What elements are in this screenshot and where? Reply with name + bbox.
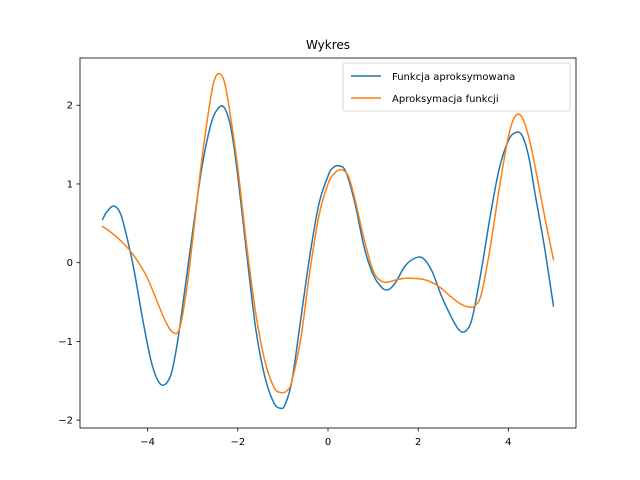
chart-title: Wykres <box>306 38 350 52</box>
x-tick-label: −4 <box>140 437 155 448</box>
legend-box <box>342 62 571 112</box>
y-tick-label: −1 <box>58 337 73 348</box>
legend: Funkcja aproksymowana Aproksymacja funkc… <box>342 62 571 112</box>
series-line-2 <box>101 72 555 394</box>
series-line-1 <box>101 105 555 410</box>
y-tick-label: 0 <box>67 258 73 269</box>
x-tick-label: 2 <box>415 437 421 448</box>
legend-label-series-2: Aproksymacja funkcji <box>392 94 499 105</box>
x-tick-label: 0 <box>325 437 331 448</box>
x-axis: −4 −2 0 2 4 <box>140 428 512 448</box>
y-tick-label: −2 <box>58 416 73 427</box>
y-tick-label: 2 <box>67 101 73 112</box>
legend-label-series-1: Funkcja aproksymowana <box>392 72 515 83</box>
y-axis: −2 −1 0 1 2 <box>58 101 80 427</box>
series-layer <box>101 72 555 410</box>
x-tick-label: −2 <box>230 437 245 448</box>
y-tick-label: 1 <box>67 179 73 190</box>
x-tick-label: 4 <box>505 437 511 448</box>
